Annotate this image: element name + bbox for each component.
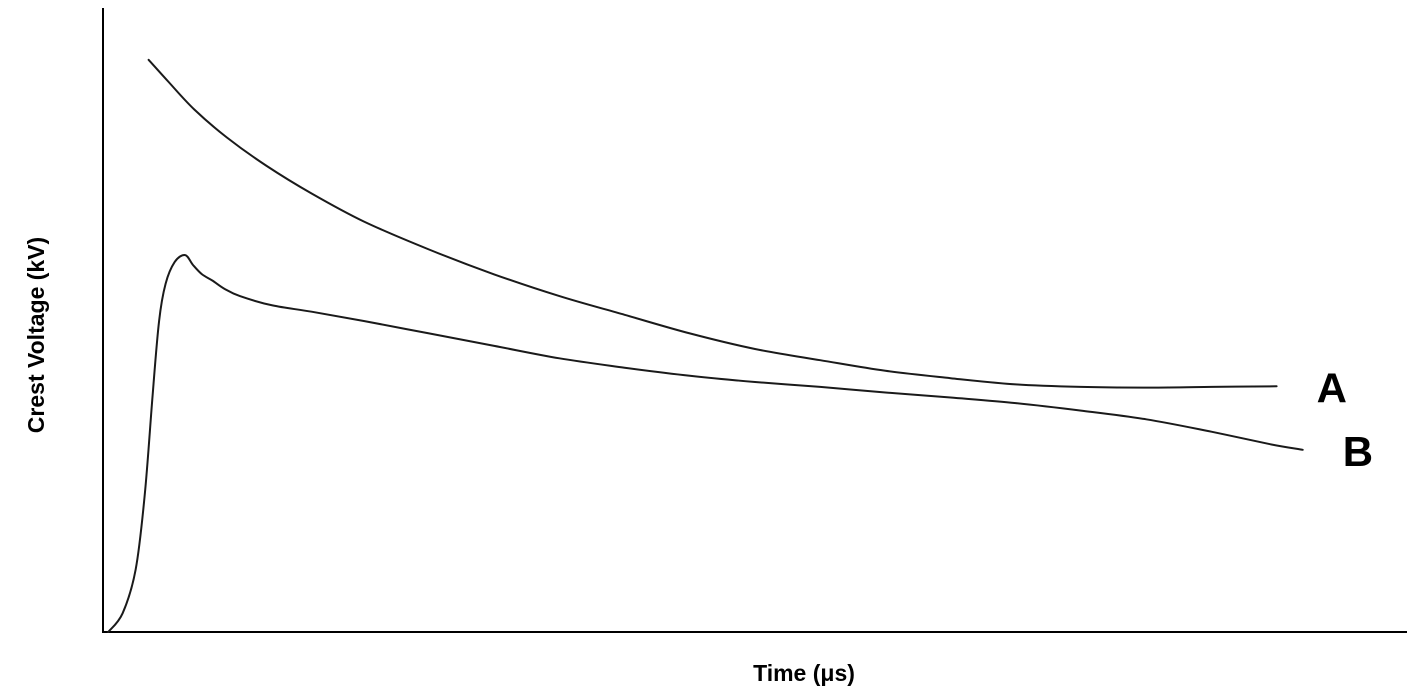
series-layer bbox=[107, 58, 1304, 633]
y-axis-label: Crest Voltage (kV) bbox=[23, 237, 49, 433]
label-layer: AB bbox=[1317, 364, 1373, 475]
x-axis-label: Time (μs) bbox=[753, 660, 855, 686]
series-line-b bbox=[107, 254, 1304, 633]
series-label-a: A bbox=[1317, 364, 1347, 411]
series-line-a bbox=[147, 58, 1278, 389]
series-label-b: B bbox=[1343, 428, 1373, 475]
